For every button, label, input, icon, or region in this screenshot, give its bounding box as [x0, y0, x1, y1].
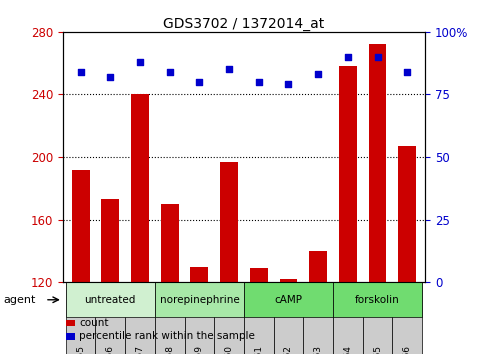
Text: GSM310061: GSM310061 — [254, 345, 263, 354]
Text: percentile rank within the sample: percentile rank within the sample — [79, 331, 255, 342]
Bar — [339, 66, 357, 282]
Text: cAMP: cAMP — [274, 295, 302, 305]
FancyBboxPatch shape — [244, 282, 273, 354]
Point — [403, 69, 411, 75]
Point — [166, 69, 173, 75]
Bar — [398, 146, 416, 282]
Text: agent: agent — [4, 295, 36, 305]
Bar — [66, 282, 155, 317]
Bar — [161, 204, 179, 282]
Text: count: count — [79, 318, 109, 328]
Point — [136, 59, 144, 65]
Bar — [101, 199, 119, 282]
Text: GSM310066: GSM310066 — [403, 345, 412, 354]
Bar — [190, 267, 208, 282]
FancyBboxPatch shape — [155, 282, 185, 354]
FancyBboxPatch shape — [66, 282, 96, 354]
Text: norepinephrine: norepinephrine — [159, 295, 239, 305]
Title: GDS3702 / 1372014_at: GDS3702 / 1372014_at — [163, 17, 325, 31]
Text: untreated: untreated — [85, 295, 136, 305]
FancyBboxPatch shape — [303, 282, 333, 354]
FancyBboxPatch shape — [333, 282, 363, 354]
Bar — [244, 282, 333, 317]
Bar — [71, 170, 89, 282]
FancyBboxPatch shape — [273, 282, 303, 354]
Point — [77, 69, 85, 75]
Bar — [333, 282, 422, 317]
FancyBboxPatch shape — [392, 282, 422, 354]
Point — [344, 54, 352, 60]
Point — [255, 79, 263, 85]
Bar — [67, 320, 75, 326]
Text: GSM310064: GSM310064 — [343, 345, 352, 354]
Bar — [131, 95, 149, 282]
Point — [225, 67, 233, 72]
Bar — [155, 282, 244, 317]
Text: GSM310062: GSM310062 — [284, 345, 293, 354]
Point — [196, 79, 203, 85]
Text: forskolin: forskolin — [355, 295, 400, 305]
FancyBboxPatch shape — [214, 282, 244, 354]
Point — [106, 74, 114, 80]
FancyBboxPatch shape — [363, 282, 392, 354]
Point — [284, 82, 292, 87]
Bar — [250, 268, 268, 282]
Point — [374, 54, 382, 60]
FancyBboxPatch shape — [96, 282, 125, 354]
Text: GSM310065: GSM310065 — [373, 345, 382, 354]
FancyBboxPatch shape — [185, 282, 214, 354]
Bar — [309, 251, 327, 282]
Bar — [369, 44, 386, 282]
Text: GSM310057: GSM310057 — [136, 345, 144, 354]
Text: GSM310059: GSM310059 — [195, 345, 204, 354]
Text: GSM310060: GSM310060 — [225, 345, 234, 354]
FancyBboxPatch shape — [125, 282, 155, 354]
Text: GSM310063: GSM310063 — [313, 345, 323, 354]
Point — [314, 72, 322, 77]
Bar — [220, 162, 238, 282]
Text: GSM310058: GSM310058 — [165, 345, 174, 354]
Bar — [280, 279, 298, 282]
Bar — [67, 333, 75, 339]
Text: GSM310055: GSM310055 — [76, 345, 85, 354]
Text: GSM310056: GSM310056 — [106, 345, 115, 354]
